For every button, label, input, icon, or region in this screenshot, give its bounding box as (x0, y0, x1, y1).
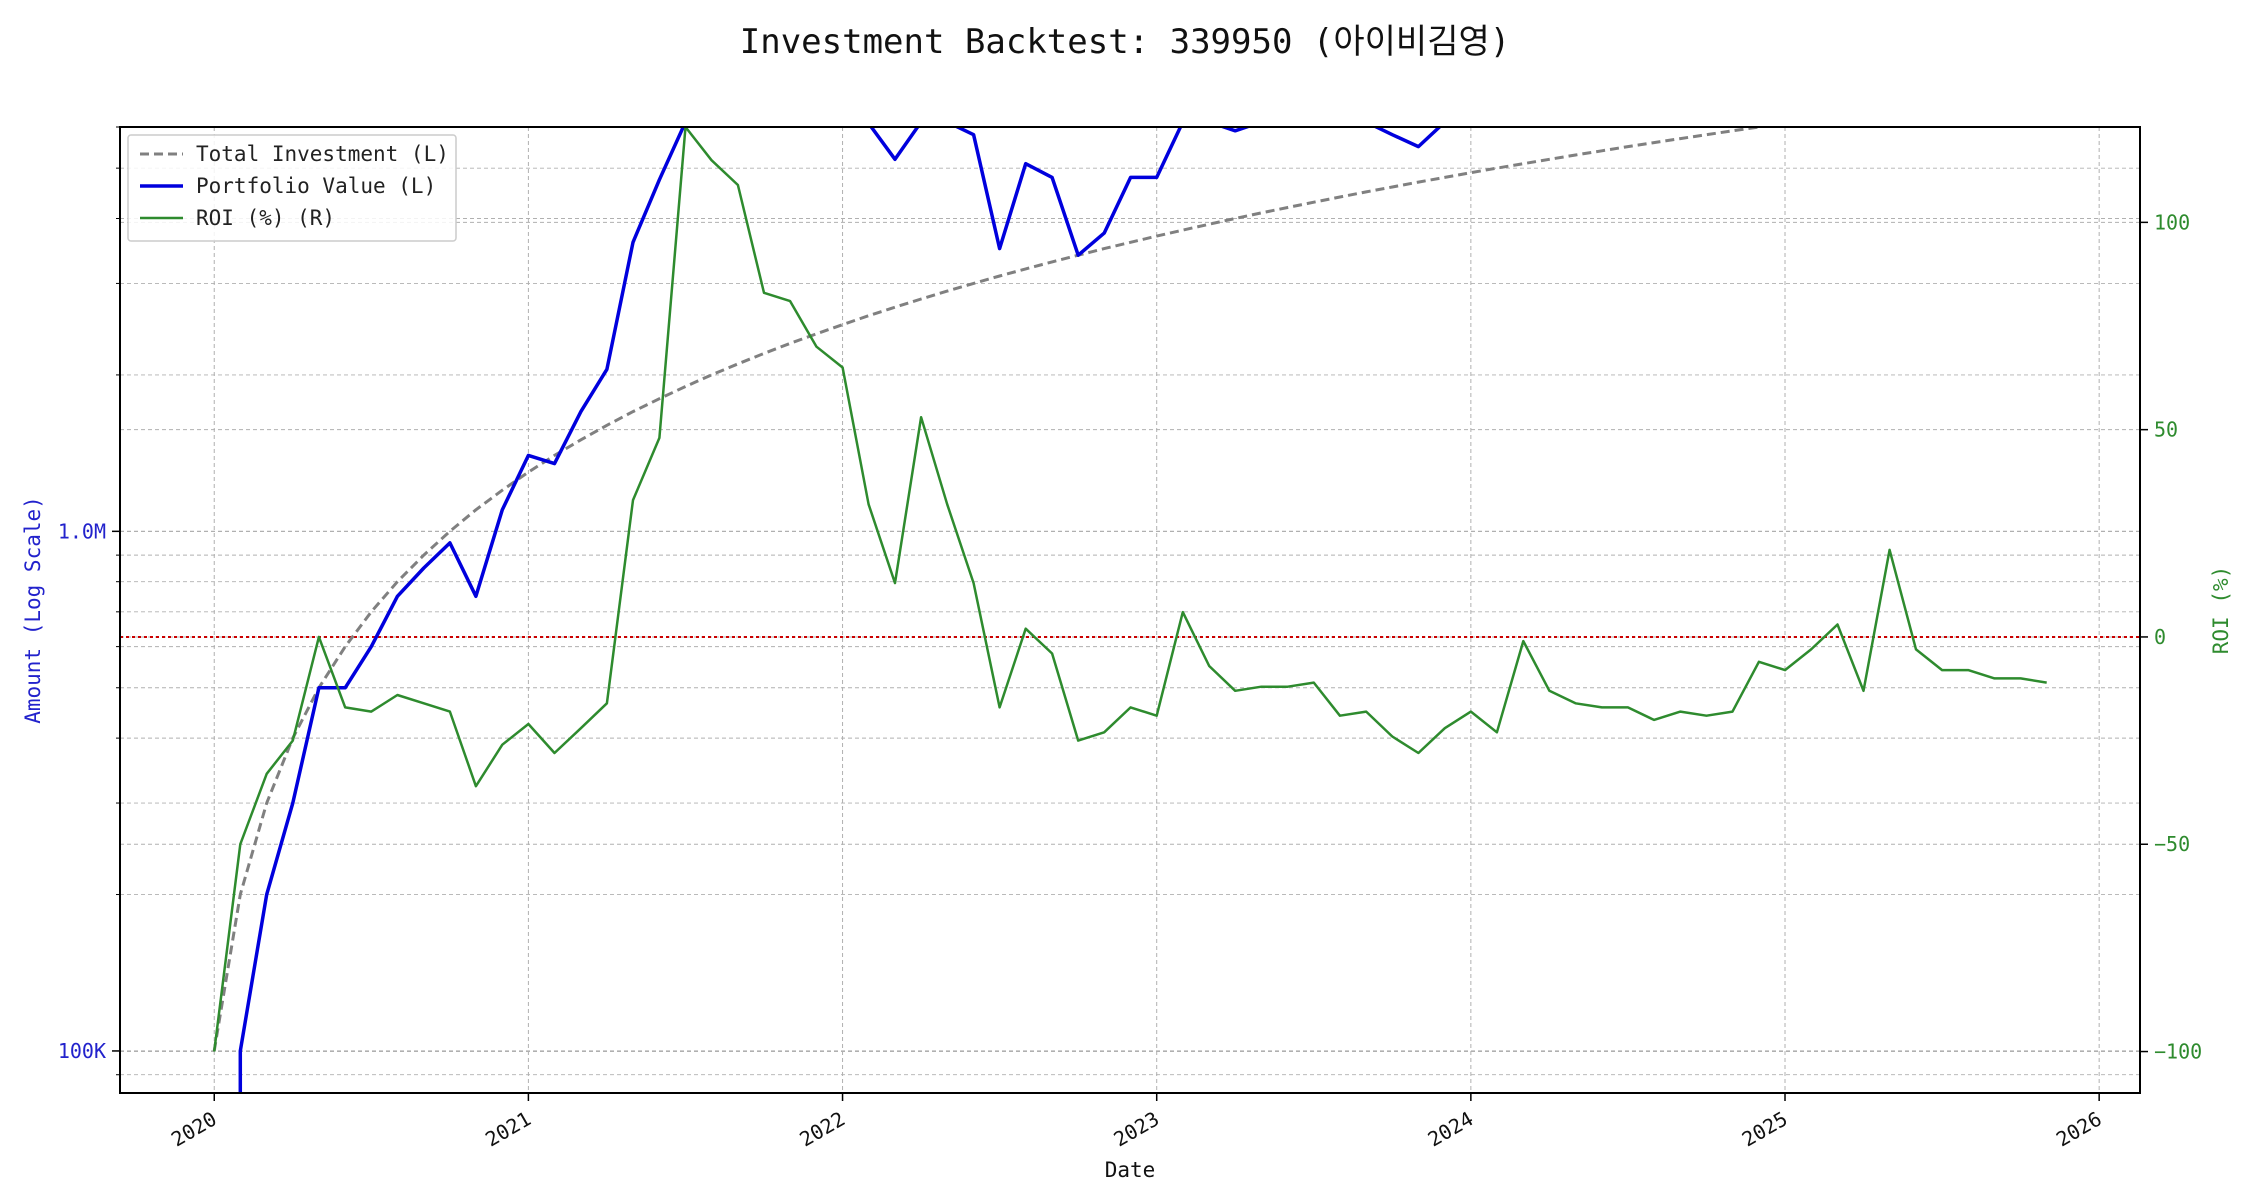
line-total-investment (212, 127, 1770, 1052)
x-tick-label-2022: 2022 (795, 1107, 849, 1152)
x-tick-label-2025: 2025 (1738, 1107, 1792, 1152)
x-tick-label-2021: 2021 (481, 1107, 535, 1152)
line-portfolio-value (238, 127, 1443, 1093)
right-tick-label-100: 100 (2154, 210, 2190, 234)
legend-box (127, 134, 457, 242)
legend-label-total-investment: Total Investment (L) (196, 142, 449, 166)
left-axis-label: Amount (Log Scale) (21, 496, 45, 724)
left-tick-label-1.0M: 1.0M (58, 519, 106, 543)
x-tick-label-2023: 2023 (1109, 1107, 1163, 1152)
left-axis-ticks: 100K 1.0M (58, 126, 120, 1076)
right-tick-label--50: −50 (2154, 832, 2190, 856)
line-roi (212, 127, 2047, 1052)
grid-lines (120, 126, 2140, 1093)
x-tick-label-2026: 2026 (2052, 1107, 2106, 1152)
plot-frame (119, 126, 2141, 1094)
series-lines (212, 127, 2047, 1093)
x-axis-label: Date (1105, 1158, 1156, 1182)
right-tick-label-0: 0 (2154, 625, 2166, 649)
chart-title: Investment Backtest: 339950 (아이비김영) (739, 22, 1511, 62)
legend-label-portfolio-value: Portfolio Value (L) (196, 174, 436, 198)
right-axis-label: ROI (%) (2209, 566, 2233, 655)
right-tick-label-50: 50 (2154, 418, 2178, 442)
right-tick-label--100: −100 (2154, 1040, 2202, 1064)
legend-label-roi: ROI (%) (R) (196, 206, 335, 230)
x-tick-label-2020: 2020 (167, 1107, 221, 1152)
x-axis-ticks: 2020 2021 2022 2023 2024 2025 2026 (167, 1093, 2106, 1151)
x-tick-label-2024: 2024 (1424, 1107, 1478, 1152)
legend: Total Investment (L) Portfolio Value (L)… (127, 134, 457, 242)
right-axis-ticks: −100 −50 0 50 100 (2140, 210, 2202, 1064)
left-tick-label-100K: 100K (58, 1039, 106, 1063)
